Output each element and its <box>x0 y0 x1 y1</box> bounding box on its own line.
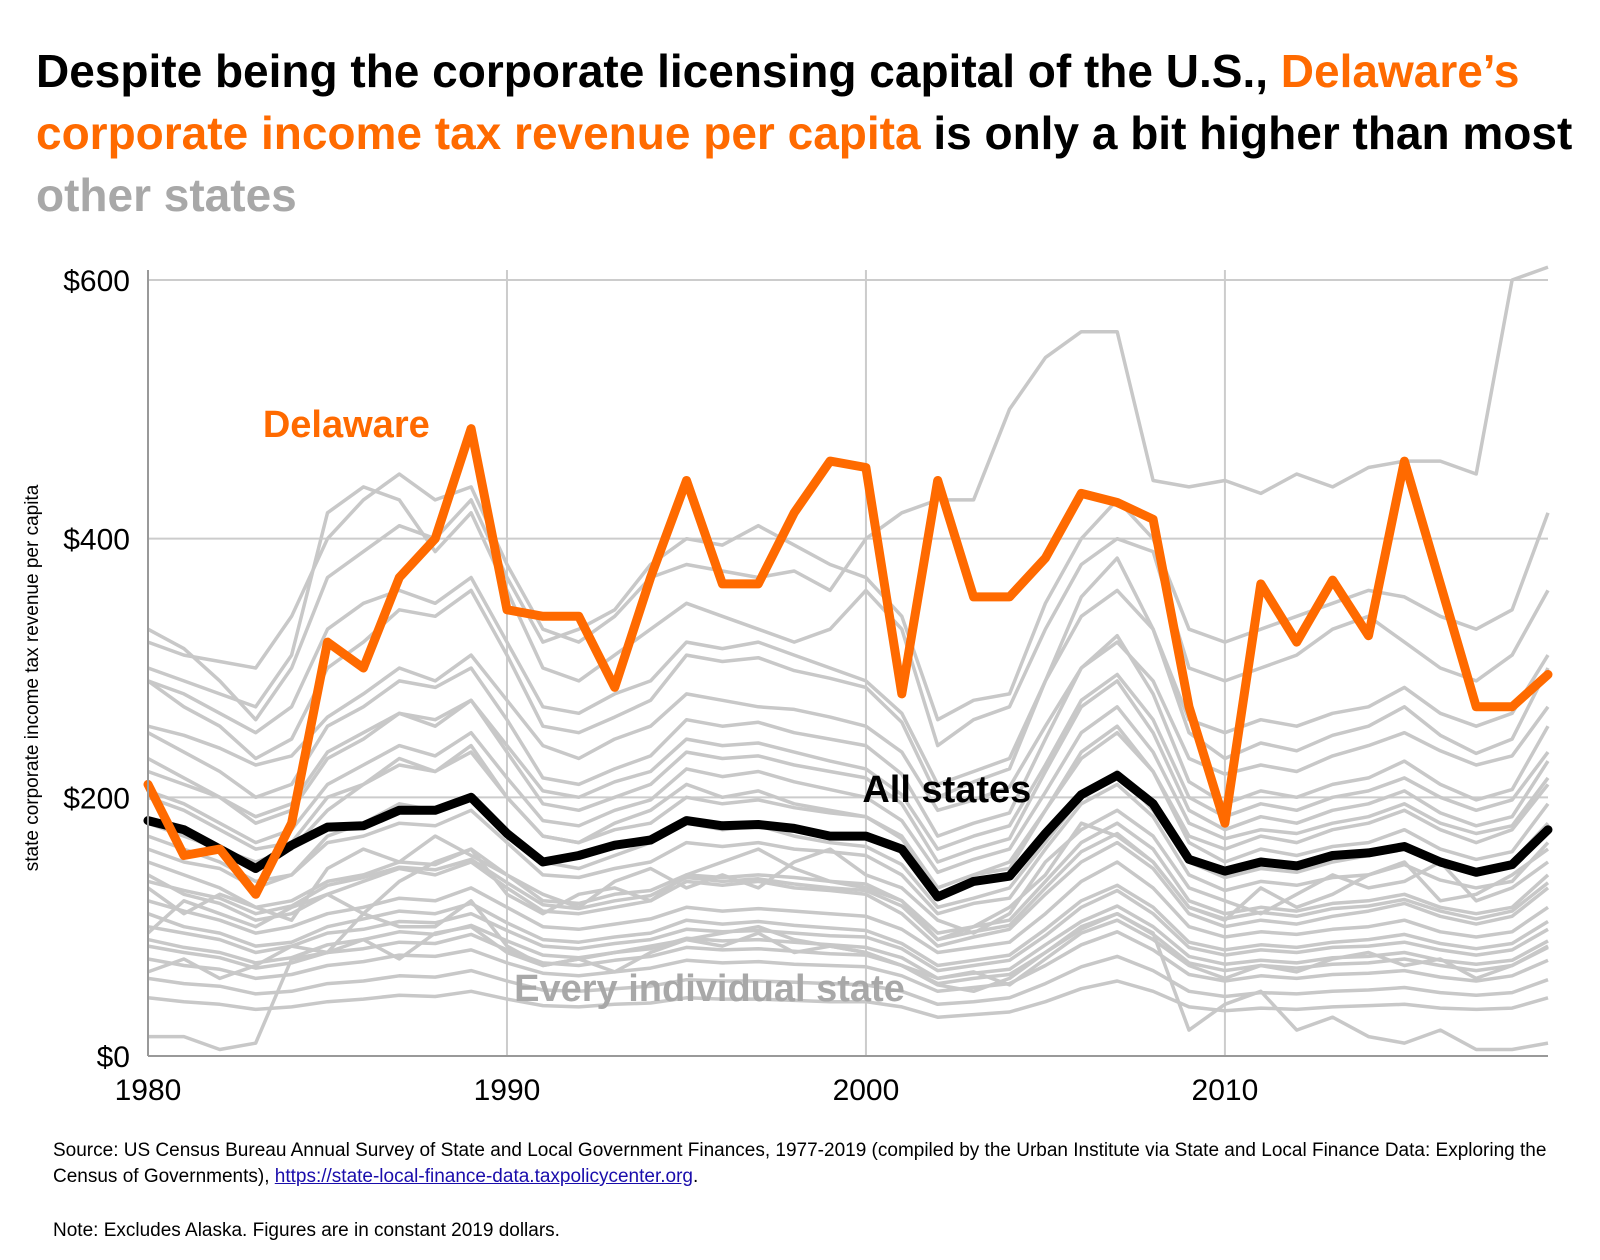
state-line <box>147 883 1549 968</box>
all-states-line <box>143 770 1553 902</box>
state-line <box>147 904 1549 981</box>
state-line <box>146 821 1550 942</box>
source-note: Source: US Census Bureau Annual Survey o… <box>53 1138 1563 1190</box>
state-line <box>146 808 1550 935</box>
individual-state-lines <box>146 265 1550 1052</box>
state-line <box>147 679 1550 864</box>
title-highlight-delaware: Delaware’s corporate income tax revenue … <box>36 45 1520 159</box>
state-line <box>147 640 1550 813</box>
state-line <box>147 782 1550 916</box>
state-line <box>147 860 1549 955</box>
y-tick-label: $600 <box>63 265 130 298</box>
source-suffix: . <box>693 1166 699 1187</box>
chart-title: Despite being the corporate licensing ca… <box>36 40 1576 226</box>
title-part-1: Despite being the corporate licensing ca… <box>36 45 1281 97</box>
state-line <box>147 821 1550 935</box>
state-line <box>147 730 1550 890</box>
state-line <box>147 672 1550 851</box>
highlight-lines <box>143 424 1553 902</box>
footnote: Note: Excludes Alaska. Figures are in co… <box>53 1220 560 1241</box>
state-line <box>147 979 1549 1019</box>
state-line <box>147 930 1549 994</box>
state-line <box>147 575 1550 787</box>
source-text: Source: US Census Bureau Annual Survey o… <box>53 1140 1547 1187</box>
x-tick-label: 1990 <box>474 1074 541 1107</box>
title-part-3: is only a bit higher than most <box>920 107 1573 159</box>
state-line <box>147 265 1549 670</box>
chart-grid <box>148 270 1548 1056</box>
chart-axes: 1980 1990 2000 2010 $0 $200 $400 $600 state corp… <box>22 265 1548 1107</box>
state-line <box>147 633 1550 838</box>
all-states-label: All states <box>862 769 1031 811</box>
state-line <box>148 899 1549 1052</box>
line-chart: 1980 1990 2000 2010 $0 $200 $400 $600 state corp… <box>22 265 1553 1107</box>
source-link[interactable]: https://state-local-finance-data.taxpoli… <box>274 1166 693 1187</box>
state-line <box>147 485 1550 748</box>
state-line <box>147 888 1549 973</box>
x-tick-label: 2000 <box>833 1074 900 1107</box>
y-axis-title: state corporate income tax revenue per c… <box>22 484 43 871</box>
x-tick-label: 1980 <box>115 1074 182 1107</box>
delaware-label: Delaware <box>263 404 430 446</box>
state-line <box>147 954 1549 1007</box>
x-tick-label: 2010 <box>1192 1074 1259 1107</box>
state-line <box>147 831 1550 942</box>
y-tick-label: $400 <box>63 524 130 557</box>
state-line <box>147 840 1550 948</box>
y-tick-label: $0 <box>97 1041 130 1074</box>
title-highlight-other-states: other states <box>36 169 297 221</box>
y-tick-label: $200 <box>63 782 130 815</box>
chart-annotations: Delaware All states Every individual state <box>263 404 1031 1010</box>
every-state-label: Every individual state <box>514 968 905 1010</box>
delaware-line <box>143 424 1553 899</box>
state-line <box>147 705 1550 875</box>
